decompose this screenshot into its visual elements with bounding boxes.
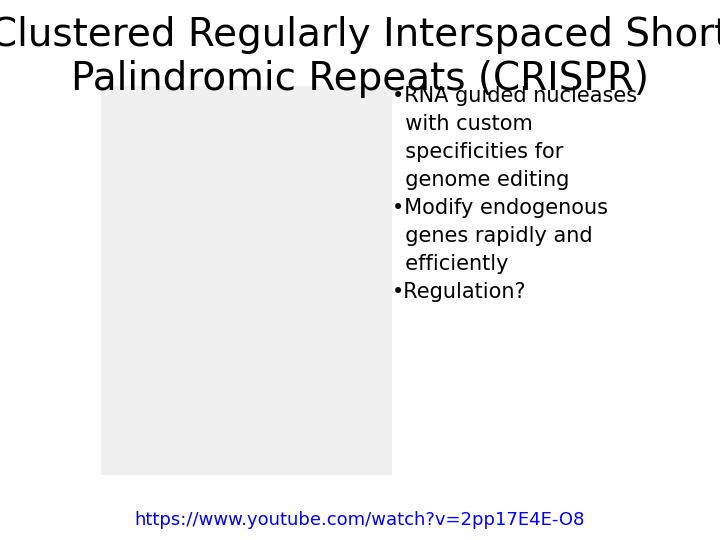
FancyBboxPatch shape [102, 86, 392, 475]
Text: Clustered Regularly Interspaced Short
Palindromic Repeats (CRISPR): Clustered Regularly Interspaced Short Pa… [0, 16, 720, 98]
Text: https://www.youtube.com/watch?v=2pp17E4E-O8: https://www.youtube.com/watch?v=2pp17E4E… [135, 511, 585, 529]
Text: •RNA guided nucleases
  with custom
  specificities for
  genome editing
•Modify: •RNA guided nucleases with custom specif… [392, 86, 637, 302]
